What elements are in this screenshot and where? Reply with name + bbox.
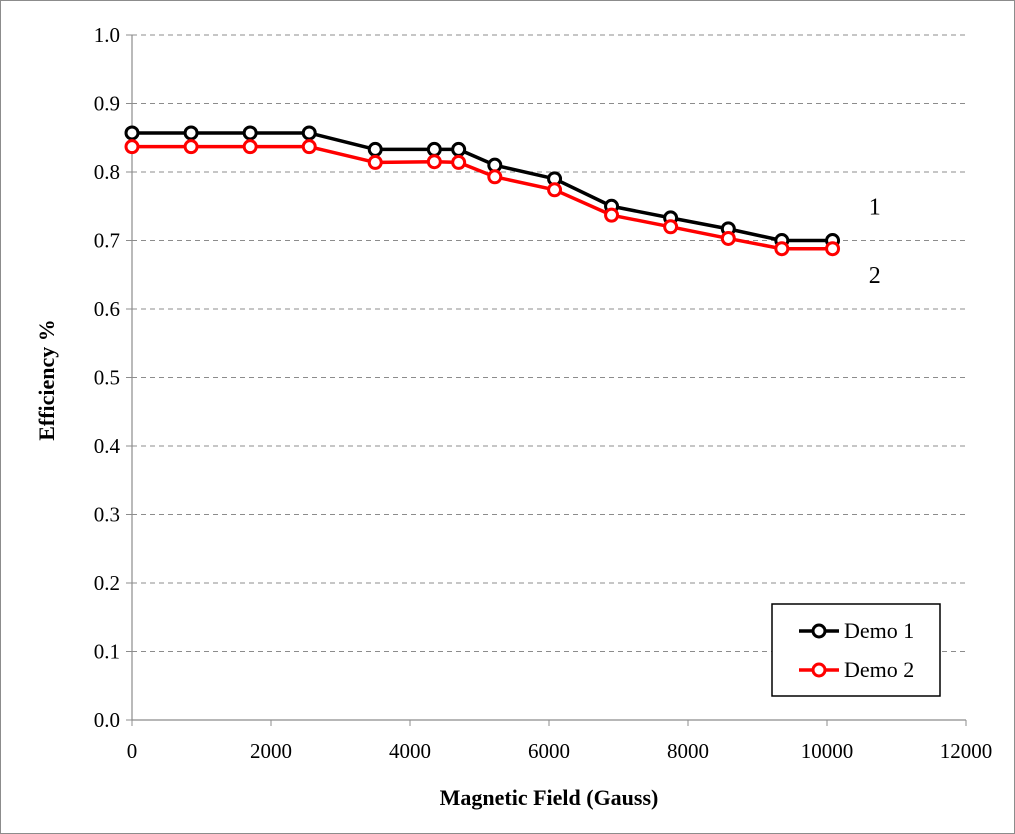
legend-label-demo-1: Demo 1 [844,618,914,643]
series-2-point [825,241,841,257]
series-2-point [124,139,140,155]
series-2-point [720,230,736,246]
x-tick-label: 6000 [528,739,570,763]
x-tick-label: 10000 [801,739,854,763]
series-1-point [451,141,467,157]
legend-marker-demo-2 [811,662,827,678]
series-1-point [124,125,140,141]
series-2-point [242,139,258,155]
gridlines [132,34,966,652]
y-tick-labels: 0.0 0.1 0.2 0.3 0.4 0.5 0.6 0.7 0.8 0.9 1.0 [94,23,121,732]
legend-marker-demo-1 [811,623,827,639]
x-tick-label: 8000 [667,739,709,763]
series-1-point [242,125,258,141]
series-lines [124,125,841,257]
series-2-point [487,169,503,185]
y-tick-label: 0.1 [94,640,120,664]
y-tick-label: 0.4 [94,434,121,458]
series-1-point [183,125,199,141]
series-line-2 [132,144,833,251]
series-2-point [183,139,199,155]
x-tick-label: 4000 [389,739,431,763]
y-tick-label: 0.5 [94,366,120,390]
y-tick-label: 0.7 [94,229,120,253]
legend-label-demo-2: Demo 2 [844,657,914,682]
curve-annotation-1: 1 [869,194,881,220]
series-1-point [426,141,442,157]
series-2-point [426,154,442,170]
series-2-point [301,139,317,155]
series-2-point [367,154,383,170]
legend-box [771,603,941,697]
series-2-point [451,154,467,170]
y-tick-label: 1.0 [94,23,120,47]
x-tick-label: 2000 [250,739,292,763]
series-2-point [547,182,563,198]
series-1-point [301,125,317,141]
y-tick-label: 0.8 [94,160,120,184]
series-line-1 [132,131,833,243]
y-tick-label: 0.0 [94,708,120,732]
x-axis-title: Magnetic Field (Gauss) [440,785,659,810]
y-tick-label: 0.2 [94,571,120,595]
y-tick-label: 0.3 [94,503,120,527]
series-2-point [663,219,679,235]
curve-annotations: 12 [869,194,881,289]
series-2-point [604,207,620,223]
y-tick-label: 0.9 [94,92,120,116]
curve-annotation-2: 2 [869,263,881,289]
y-axis-title: Efficiency % [34,319,59,441]
x-tick-labels: 0 2000 4000 6000 8000 10000 12000 [127,739,993,763]
y-tick-label: 0.6 [94,297,120,321]
x-tick-label: 0 [127,739,138,763]
series-1-point [367,141,383,157]
legend: Demo 1 Demo 2 [771,603,941,697]
series-2-point [774,241,790,257]
x-tick-label: 12000 [940,739,993,763]
